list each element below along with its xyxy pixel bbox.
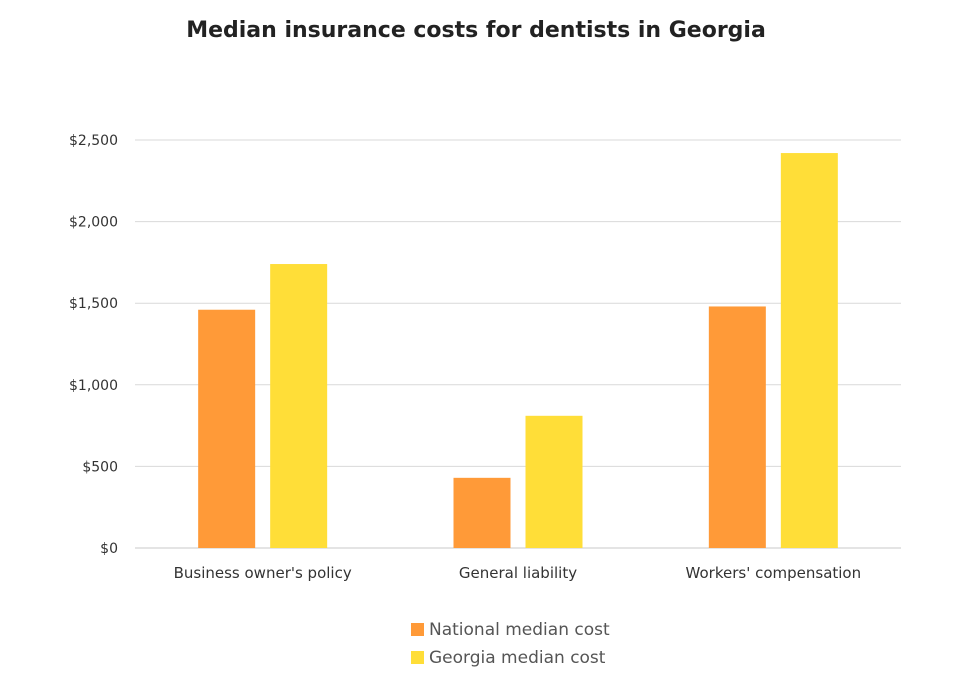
y-tick-label: $1,500 [69,296,118,312]
y-tick-label: $2,000 [69,215,118,231]
bars [198,153,838,548]
legend-label: Georgia median cost [429,648,606,668]
x-tick-label: General liability [459,564,577,582]
legend-swatch [411,651,424,664]
bar [525,415,583,548]
bar [198,309,256,548]
bar [270,264,328,548]
gridlines [135,139,901,549]
bar [780,153,838,548]
x-tick-label: Business owner's policy [174,564,352,582]
y-tick-label: $1,000 [69,378,118,394]
y-tick-label: $500 [82,459,118,475]
x-axis-categories: Business owner's policy General liability… [174,564,862,582]
chart-title: Median insurance costs for dentists in G… [186,18,766,43]
bar [453,477,511,548]
y-tick-label: $0 [100,541,118,557]
legend-label: National median cost [429,620,610,640]
y-axis-ticks: $0 $500 $1,000 $1,500 $2,000 $2,500 [69,133,118,557]
legend-swatch [411,623,424,636]
bar [708,306,766,548]
x-tick-label: Workers' compensation [686,564,862,582]
legend: National median cost Georgia median cost [411,620,610,668]
y-tick-label: $2,500 [69,133,118,149]
